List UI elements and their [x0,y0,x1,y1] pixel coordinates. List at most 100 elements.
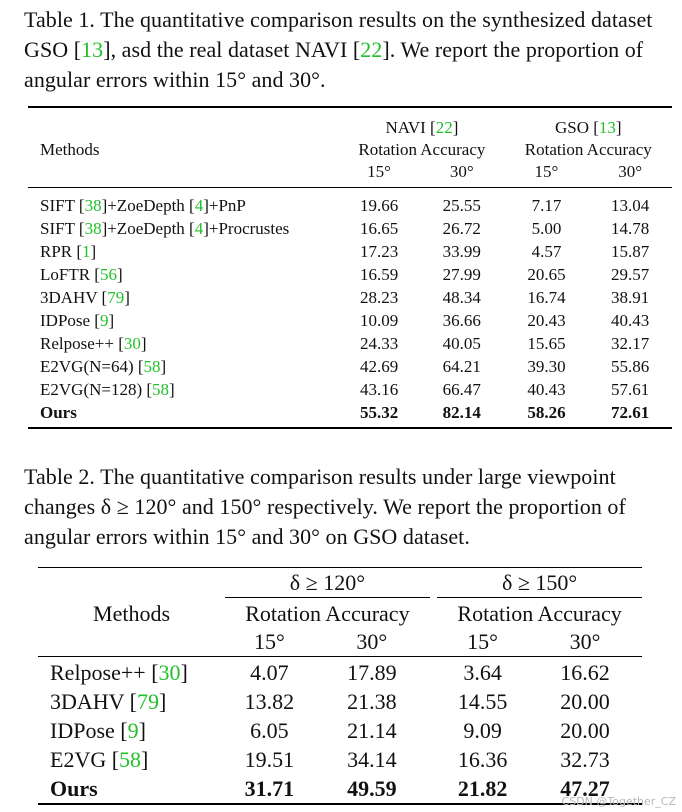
table1: NAVI [22] GSO [13] Methods Rotation Accu… [28,106,672,429]
table1-body: SIFT [38]+ZoeDepth [4]+PnP 19.66 25.55 7.17… [28,188,672,429]
text-segment: E2VG(N=64) [ [40,356,144,376]
table1-navi-30-header: 30° [418,161,505,188]
method-cell: LoFTR [56] [28,263,339,286]
value-cell: 20.43 [527,310,566,330]
citation-link[interactable]: 4 [194,218,204,238]
method-cell: E2VG(N=64) [58] [28,355,339,378]
citation-link[interactable]: 58 [119,746,142,772]
citation-link[interactable]: 4 [194,195,204,215]
table1-methods-header-top [28,107,339,139]
value-cell: 43.16 [359,379,399,399]
method-cell: Ours [38,774,225,804]
table-row: RPR [1] 17.23 33.99 4.57 15.87 [28,240,672,263]
text-segment: Ours [50,775,98,801]
text-segment: ]+ZoeDepth [ [101,218,195,238]
table2-g2-15-header: 15° [437,628,528,657]
table2-g2-30-header: 30° [527,628,642,657]
value-cell: 31.71 [244,775,295,801]
table-row: IDPose [9] 6.05 21.14 9.09 20.00 [38,716,642,745]
table1-caption: Table 1. The quantitative comparison res… [24,5,660,95]
text-segment: RPR [ [40,241,83,261]
value-cell: 72.61 [611,402,650,422]
value-cell: 82.14 [442,402,481,422]
value-cell: 20.65 [527,264,566,284]
table-row: Relpose++ [30] 4.07 17.89 3.64 16.62 [38,657,642,688]
citation-link[interactable]: 30 [158,659,181,685]
citation-link[interactable]: 30 [123,333,141,353]
table2-group2-rotation-accuracy: Rotation Accuracy [457,601,622,626]
citation-link[interactable]: 58 [152,379,170,399]
method-cell: IDPose [9] [38,716,225,745]
method-cell: SIFT [38]+ZoeDepth [4]+PnP [28,188,339,218]
method-cell: E2VG(N=128) [58] [28,378,339,401]
citation-link[interactable]: 38 [84,218,102,238]
text-segment: E2VG [ [50,746,120,772]
citation-link[interactable]: 13 [598,118,616,137]
value-cell: 42.69 [359,356,399,376]
value-cell: 5.00 [531,218,562,238]
table2-group2-header: δ ≥ 150° [437,567,642,598]
table-row: E2VG(N=128) [58] 43.16 66.47 40.43 57.61 [28,378,672,401]
text-segment: LoFTR [ [40,264,100,284]
value-cell: 4.07 [250,659,289,685]
citation-link[interactable]: 38 [84,195,102,215]
text-segment: IDPose [ [50,717,128,743]
text-segment: ] [452,118,459,137]
column-gap [430,774,437,804]
value-cell: 40.43 [611,310,650,330]
value-cell: 21.14 [347,717,397,743]
watermark: CSDN @Together_CZ [561,795,676,808]
table2-methods-header-top [38,568,225,598]
value-cell: 20.00 [560,688,610,714]
value-cell: 24.33 [359,333,399,353]
value-cell: 49.59 [347,775,397,801]
citation-link[interactable]: 13 [81,37,104,62]
table2-gap [429,628,438,657]
value-cell: 19.66 [359,195,399,215]
text-segment: NAVI [ [385,118,436,137]
table2-g1-30-header: 30° [313,628,430,657]
table-row: E2VG [58] 19.51 34.14 16.36 32.73 [38,745,642,774]
value-cell: 16.59 [359,264,399,284]
value-cell: 7.17 [531,195,562,215]
citation-link[interactable]: 58 [143,356,161,376]
citation-link[interactable]: 1 [82,241,91,261]
table2-body: Relpose++ [30] 4.07 17.89 3.64 16.62 3DAHV [7… [38,657,642,805]
citation-link[interactable]: 79 [107,287,125,307]
value-cell: 58.26 [527,402,566,422]
table2-g1-15-header: 15° [225,628,314,657]
value-cell: 20.00 [560,717,610,743]
method-cell: IDPose [9] [28,309,339,332]
value-cell: 55.32 [359,402,399,422]
value-cell: 3.64 [463,659,502,685]
text-segment: Relpose++ [ [40,333,124,353]
value-cell: 10.09 [359,310,399,330]
table1-gso-30-header: 30° [588,161,672,188]
citation-link[interactable]: 9 [127,717,139,743]
value-cell: 36.66 [442,310,481,330]
table2-group1-rotation-accuracy: Rotation Accuracy [245,601,410,626]
citation-link[interactable]: 22 [435,118,453,137]
table1-navi-header: NAVI [22] [339,107,504,139]
value-cell: 32.17 [611,333,650,353]
column-gap [430,657,437,688]
citation-link[interactable]: 22 [360,37,383,62]
citation-link[interactable]: 9 [99,310,109,330]
column-gap [430,745,437,774]
table1-gso-rotation-accuracy: Rotation Accuracy [524,140,652,159]
method-cell: SIFT [38]+ZoeDepth [4]+Procrustes [28,217,339,240]
text-segment: 3DAHV [ [40,287,108,307]
citation-link[interactable]: 56 [99,264,117,284]
text-segment: GSO [ [555,118,599,137]
citation-link[interactable]: 79 [136,688,159,714]
value-cell: 17.23 [359,241,399,261]
text-segment: ] [141,746,149,772]
text-segment: ] [180,659,188,685]
value-cell: 40.05 [442,333,481,353]
value-cell: 26.72 [442,218,481,238]
value-cell: 15.87 [611,241,650,261]
value-cell: 32.73 [560,746,610,772]
value-cell: 16.36 [457,746,508,772]
text-segment: E2VG(N=128) [ [40,379,153,399]
column-gap [430,716,437,745]
